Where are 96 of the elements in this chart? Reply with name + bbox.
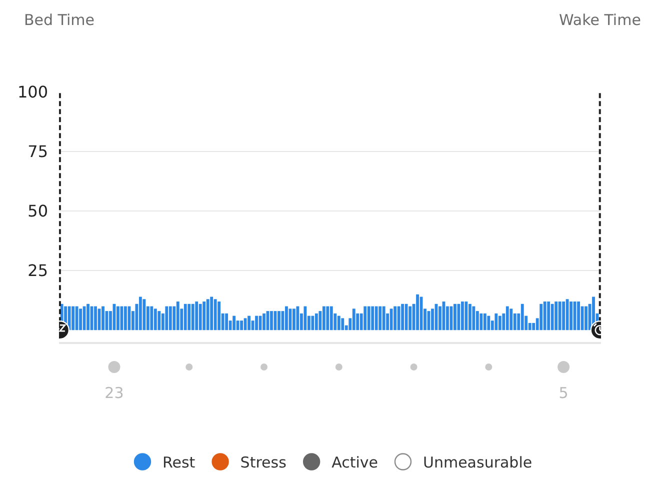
- bar: [165, 306, 168, 330]
- bar: [184, 304, 187, 330]
- bar: [570, 302, 573, 330]
- bar: [206, 299, 210, 330]
- x-tick-label: 23: [104, 384, 124, 402]
- bar: [168, 306, 172, 330]
- bar: [573, 302, 576, 330]
- bar: [547, 302, 550, 330]
- bar: [468, 304, 472, 330]
- bar: [461, 302, 464, 330]
- bar: [79, 308, 82, 330]
- bar: [558, 302, 562, 330]
- bar: [154, 308, 157, 330]
- bar: [188, 304, 191, 330]
- bar: [296, 306, 300, 330]
- bar: [562, 302, 566, 330]
- bar: [116, 306, 120, 330]
- bar: [483, 313, 486, 330]
- bar: [138, 296, 142, 330]
- bar: [176, 302, 180, 330]
- bar: [218, 302, 221, 330]
- bar: [285, 306, 288, 330]
- bar: [94, 306, 97, 330]
- legend-label: Active: [332, 454, 378, 472]
- y-tick-label: 100: [17, 82, 48, 102]
- bar: [262, 313, 266, 330]
- bar: [394, 306, 397, 330]
- legend-label: Rest: [162, 454, 196, 472]
- text: Wake Time: [559, 11, 641, 29]
- bar: [540, 304, 543, 330]
- bar: [225, 313, 228, 330]
- bar: [464, 302, 468, 330]
- bar: [550, 304, 554, 330]
- bar: [158, 311, 161, 330]
- bar: [554, 302, 558, 330]
- bar: [416, 294, 419, 330]
- legend-label: Unmeasurable: [422, 454, 532, 472]
- bar: [401, 304, 404, 330]
- bar: [150, 306, 154, 330]
- bar: [543, 302, 546, 330]
- bar: [86, 304, 90, 330]
- bar: [75, 306, 78, 330]
- bar: [378, 306, 382, 330]
- bar: [390, 308, 393, 330]
- bar: [520, 304, 524, 330]
- bar: [255, 316, 258, 330]
- bar: [408, 306, 412, 330]
- bar: [494, 313, 498, 330]
- bar: [278, 311, 280, 330]
- bar: [584, 306, 588, 330]
- bar: [142, 299, 146, 330]
- bar: [314, 313, 318, 330]
- bar: [72, 306, 74, 330]
- bar: [202, 302, 206, 330]
- bar: [487, 316, 490, 330]
- bar: [454, 304, 456, 330]
- bar: [566, 299, 569, 330]
- bar: [195, 302, 198, 330]
- y-tick-label: 50: [28, 202, 48, 221]
- bar: [191, 304, 194, 330]
- x-tick-label: 5: [558, 384, 568, 402]
- bar: [367, 306, 370, 330]
- bar: [292, 308, 296, 330]
- bar: [374, 306, 378, 330]
- y-tick-label: 25: [28, 261, 48, 280]
- bar: [498, 316, 502, 330]
- bar: [382, 306, 386, 330]
- bar: [102, 306, 104, 330]
- bar: [472, 306, 476, 330]
- bar: [214, 299, 217, 330]
- bar: [404, 304, 408, 330]
- bar: [124, 306, 127, 330]
- bar: [506, 306, 509, 330]
- bar: [311, 316, 314, 330]
- bar: [397, 306, 400, 330]
- bar: [304, 306, 307, 330]
- text: Bed Time: [24, 11, 95, 29]
- bar: [240, 320, 243, 330]
- bar: [210, 296, 214, 330]
- bar: [352, 308, 356, 330]
- bar: [322, 306, 326, 330]
- bar: [577, 302, 580, 330]
- legend-label: Stress: [240, 454, 287, 472]
- y-tick-label: 75: [28, 142, 48, 162]
- bar: [232, 316, 236, 330]
- bar: [510, 308, 513, 330]
- bar: [330, 306, 333, 330]
- bar: [326, 306, 330, 330]
- bar: [198, 304, 202, 330]
- bar: [341, 318, 344, 330]
- bar: [270, 311, 273, 330]
- bar: [337, 316, 340, 330]
- bar: [371, 306, 374, 330]
- bar: [364, 306, 367, 330]
- bar: [248, 316, 250, 330]
- bar: [480, 313, 483, 330]
